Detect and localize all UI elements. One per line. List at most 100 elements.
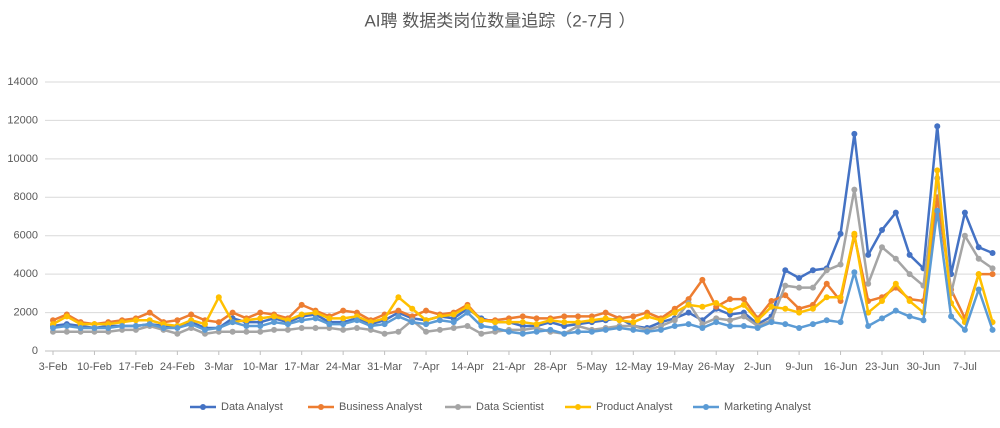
point xyxy=(353,317,360,324)
point xyxy=(381,330,388,337)
point xyxy=(132,323,139,330)
point xyxy=(188,321,195,328)
point xyxy=(837,319,844,326)
point xyxy=(298,311,305,318)
point xyxy=(906,271,913,278)
legend-label: Product Analyst xyxy=(596,401,672,413)
point xyxy=(533,328,540,335)
point xyxy=(77,324,84,331)
point xyxy=(505,319,512,326)
point xyxy=(685,309,692,316)
point xyxy=(892,307,899,314)
point xyxy=(326,315,333,322)
point xyxy=(243,328,250,335)
point xyxy=(713,299,720,306)
point xyxy=(436,317,443,324)
point xyxy=(602,326,609,333)
point xyxy=(146,321,153,328)
x-tick-label: 5-May xyxy=(577,361,608,373)
point xyxy=(796,274,803,281)
point xyxy=(298,324,305,331)
point xyxy=(879,298,885,305)
point xyxy=(906,313,913,320)
point xyxy=(879,315,885,322)
point xyxy=(464,309,471,316)
point xyxy=(727,307,734,314)
legend-marker xyxy=(575,404,581,410)
y-tick-label: 12000 xyxy=(7,114,38,126)
x-tick-label: 2-Jun xyxy=(744,361,772,373)
point xyxy=(727,323,734,330)
point xyxy=(271,326,278,333)
point xyxy=(657,317,664,324)
point xyxy=(851,230,858,237)
point xyxy=(740,323,747,330)
point xyxy=(63,323,70,330)
y-tick-label: 4000 xyxy=(14,268,38,280)
y-tick-label: 14000 xyxy=(7,76,38,88)
point xyxy=(961,209,968,216)
legend-label: Data Analyst xyxy=(221,401,283,413)
point xyxy=(685,301,692,308)
point xyxy=(575,328,582,335)
chart-title: AI聘 数据类岗位数量追踪（2-7月 ） xyxy=(364,11,635,30)
x-tick-label: 16-Jun xyxy=(824,361,858,373)
point xyxy=(478,330,485,337)
point xyxy=(989,250,996,257)
point xyxy=(754,324,761,331)
point xyxy=(450,319,457,326)
point xyxy=(91,324,98,331)
point xyxy=(243,317,250,324)
point xyxy=(989,265,996,272)
point xyxy=(312,324,319,331)
point xyxy=(423,321,430,328)
point xyxy=(284,321,291,328)
point xyxy=(312,309,319,316)
legend-label: Data Scientist xyxy=(476,401,544,413)
point xyxy=(961,232,968,239)
x-tick-label: 10-Mar xyxy=(243,361,278,373)
point xyxy=(975,286,982,293)
point xyxy=(588,328,595,335)
point xyxy=(989,271,996,278)
point xyxy=(616,317,623,324)
point xyxy=(132,317,139,324)
point xyxy=(727,296,734,303)
point xyxy=(229,309,236,316)
point xyxy=(533,321,540,328)
point xyxy=(851,269,858,276)
y-tick-label: 6000 xyxy=(14,230,38,242)
point xyxy=(519,319,526,326)
point xyxy=(450,324,457,331)
point xyxy=(644,328,651,335)
point xyxy=(215,324,222,331)
point xyxy=(934,167,941,174)
point xyxy=(782,305,789,312)
x-tick-label: 17-Mar xyxy=(284,361,319,373)
point xyxy=(575,313,582,320)
point xyxy=(63,313,70,320)
y-tick-label: 0 xyxy=(32,345,38,357)
point xyxy=(243,323,250,330)
point xyxy=(616,324,623,331)
point xyxy=(699,303,706,310)
y-tick-label: 8000 xyxy=(14,191,38,203)
point xyxy=(160,324,167,331)
point xyxy=(823,280,830,287)
x-tick-label: 28-Apr xyxy=(534,361,567,373)
legend-marker xyxy=(200,404,206,410)
point xyxy=(409,319,416,326)
point xyxy=(257,309,264,316)
point xyxy=(395,328,402,335)
point xyxy=(948,313,955,320)
x-tick-label: 3-Mar xyxy=(204,361,233,373)
point xyxy=(146,309,153,316)
point xyxy=(671,317,678,324)
point xyxy=(395,307,402,314)
point xyxy=(768,298,775,305)
x-tick-label: 7-Jul xyxy=(953,361,977,373)
x-tick-label: 12-May xyxy=(615,361,652,373)
point xyxy=(823,267,830,274)
x-tick-label: 23-Jun xyxy=(865,361,899,373)
point xyxy=(713,319,720,326)
